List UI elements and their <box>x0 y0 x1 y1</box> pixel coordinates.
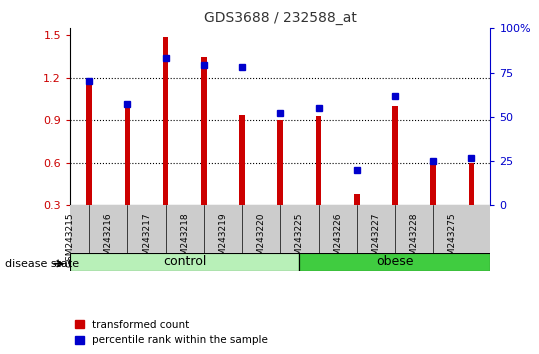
Bar <box>163 37 169 205</box>
Text: disease state: disease state <box>5 259 80 269</box>
Title: GDS3688 / 232588_at: GDS3688 / 232588_at <box>204 11 357 24</box>
Bar <box>278 120 283 205</box>
Bar <box>86 78 92 205</box>
Bar <box>316 116 321 205</box>
Bar <box>70 205 490 253</box>
Bar <box>299 253 490 271</box>
Bar <box>299 253 490 271</box>
Legend: transformed count, percentile rank within the sample: transformed count, percentile rank withi… <box>75 320 268 345</box>
Text: GSM243219: GSM243219 <box>218 212 227 267</box>
Bar <box>125 103 130 205</box>
Bar <box>239 115 245 205</box>
Text: GSM243275: GSM243275 <box>448 212 457 267</box>
Text: GSM243228: GSM243228 <box>410 212 419 267</box>
Text: control: control <box>163 256 206 268</box>
Text: GSM243218: GSM243218 <box>180 212 189 267</box>
Bar <box>354 194 360 205</box>
Bar <box>201 57 207 205</box>
Text: GSM243220: GSM243220 <box>257 212 266 267</box>
Text: GSM243215: GSM243215 <box>66 212 74 267</box>
Text: GSM243225: GSM243225 <box>295 212 304 267</box>
Bar <box>392 106 398 205</box>
Text: obese: obese <box>376 256 414 268</box>
Text: GSM243216: GSM243216 <box>104 212 113 267</box>
Text: GSM243226: GSM243226 <box>333 212 342 267</box>
Bar <box>468 163 474 205</box>
Bar <box>430 163 436 205</box>
Text: GSM243217: GSM243217 <box>142 212 151 267</box>
Bar <box>70 253 299 271</box>
Bar <box>70 253 299 271</box>
Text: GSM243227: GSM243227 <box>371 212 381 267</box>
